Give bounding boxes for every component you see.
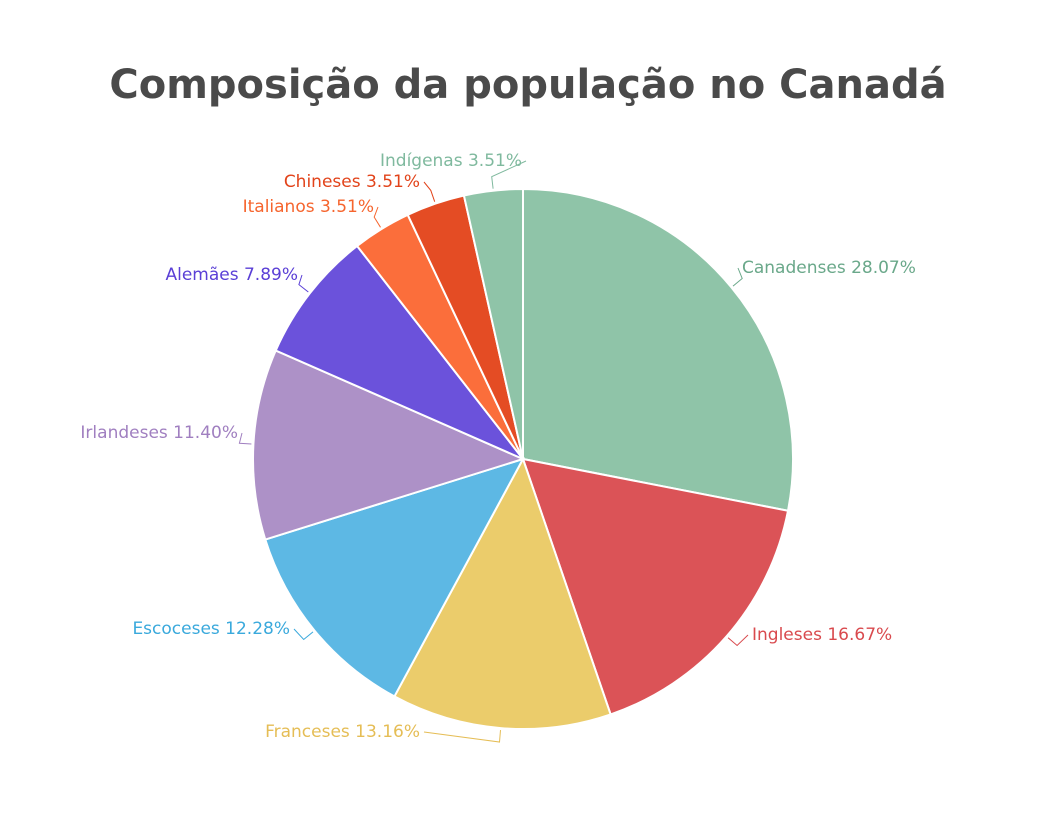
slice-label: Indígenas 3.51% (380, 151, 522, 171)
leader-line (293, 628, 314, 641)
pie-slice (274, 244, 524, 460)
pie-slice (252, 349, 526, 541)
leader-line (491, 160, 527, 189)
slice-label: Irlandeses 11.40% (80, 423, 238, 443)
leader-line (423, 730, 501, 743)
pie-slice (462, 187, 524, 460)
leader-line (298, 274, 309, 293)
slice-label: Ingleses 16.67% (752, 625, 892, 645)
slice-label: Canadenses 28.07% (742, 258, 916, 278)
leader-line (238, 432, 252, 445)
leader-line (732, 267, 743, 287)
slice-label: Italianos 3.51% (243, 197, 374, 217)
pie-slice (264, 457, 526, 698)
leader-line (423, 181, 436, 202)
pie-slice (393, 456, 612, 730)
slice-label: Franceses 13.16% (265, 722, 420, 742)
slice-label: Escoceses 12.28% (132, 619, 290, 639)
slice-label: Chineses 3.51% (284, 172, 420, 192)
chart-title: Composição da população no Canadá (109, 62, 947, 108)
leader-line (727, 634, 749, 647)
leader-line (373, 206, 381, 228)
slice-label: Alemães 7.89% (165, 265, 298, 285)
pie-slice (522, 187, 794, 512)
